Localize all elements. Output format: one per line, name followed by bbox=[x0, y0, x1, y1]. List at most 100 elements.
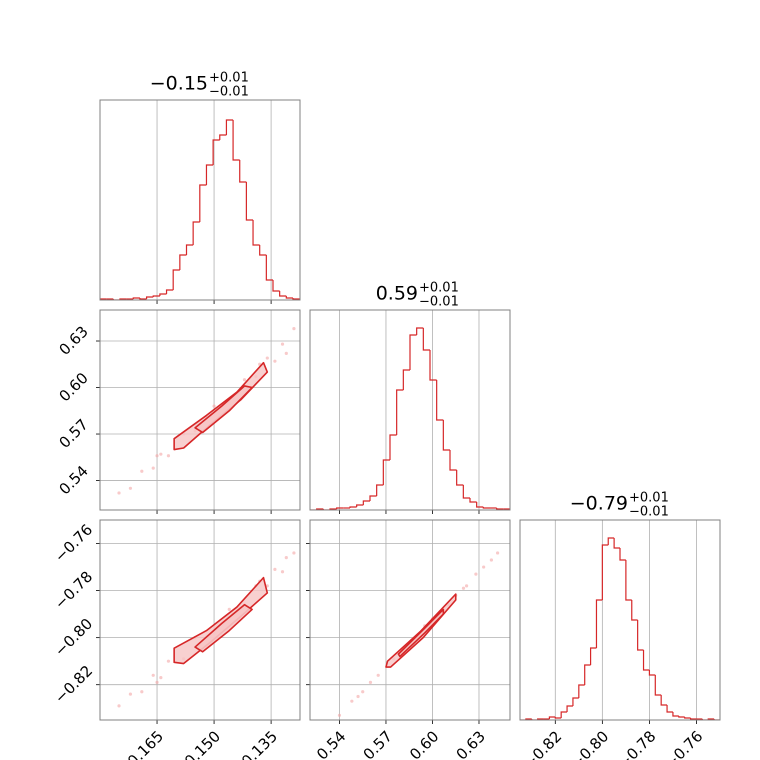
histogram-step bbox=[442, 420, 450, 451]
histogram-step bbox=[572, 697, 579, 706]
histogram-step bbox=[619, 548, 626, 561]
histogram-step bbox=[219, 134, 227, 140]
sample-point bbox=[212, 404, 216, 408]
histogram-step bbox=[456, 470, 464, 486]
histogram-step bbox=[356, 504, 364, 507]
histogram-step bbox=[578, 684, 585, 698]
panel: −0.165 −0.150 −0.135 −0.82−0.80−0.78−0.76 bbox=[51, 519, 301, 760]
sample-point bbox=[155, 680, 159, 684]
panel-frame bbox=[99, 519, 301, 721]
sample-point bbox=[128, 486, 133, 490]
histogram-step bbox=[554, 717, 562, 719]
sample-point bbox=[117, 704, 121, 708]
histogram-step bbox=[560, 711, 568, 718]
sample-point bbox=[140, 690, 144, 694]
sample-point bbox=[265, 356, 269, 360]
histogram-step bbox=[272, 280, 280, 292]
sample-point bbox=[461, 586, 466, 590]
histogram-step bbox=[503, 508, 510, 510]
panel-frame bbox=[309, 309, 511, 511]
x-tick-label: −0.80 bbox=[567, 727, 612, 760]
histogram-step bbox=[100, 298, 107, 300]
sample-point bbox=[280, 570, 285, 574]
histogram-step bbox=[192, 221, 200, 245]
histogram-step bbox=[376, 484, 384, 496]
contour bbox=[173, 576, 269, 665]
histogram-step bbox=[613, 538, 620, 549]
y-tick-label: 0.63 bbox=[55, 322, 91, 358]
sample-point bbox=[464, 584, 469, 588]
x-tick-label: 0.60 bbox=[406, 727, 442, 760]
histogram-step bbox=[265, 255, 274, 281]
histogram-step bbox=[631, 600, 638, 621]
panel-bg bbox=[100, 520, 300, 720]
sample-point bbox=[474, 572, 478, 576]
sample-point bbox=[140, 469, 144, 473]
y-tick-label: −0.82 bbox=[51, 662, 96, 707]
histogram-step bbox=[678, 716, 685, 718]
histogram-step bbox=[245, 182, 254, 221]
x-tick-label: 0.63 bbox=[453, 727, 489, 760]
panel: −0.15 +0.01−0.01 bbox=[99, 71, 301, 304]
histogram-step bbox=[225, 119, 234, 135]
x-tick-label: 0.54 bbox=[313, 727, 349, 760]
plot-area bbox=[100, 310, 300, 510]
histogram-step bbox=[625, 560, 632, 601]
plot-area bbox=[310, 520, 510, 720]
histogram-step bbox=[607, 537, 615, 545]
panel-bg bbox=[100, 310, 300, 510]
histogram-step bbox=[145, 296, 154, 299]
histogram-step bbox=[139, 298, 147, 300]
histogram-step bbox=[416, 327, 424, 335]
sample-point bbox=[361, 690, 365, 694]
histogram-step bbox=[349, 506, 357, 508]
sample-point bbox=[242, 378, 247, 382]
panel-frame bbox=[99, 99, 301, 301]
histogram-step bbox=[429, 350, 437, 381]
histogram-step bbox=[369, 495, 377, 501]
x-tick-label: −0.135 bbox=[229, 727, 281, 760]
sample-point bbox=[273, 359, 277, 363]
histogram-step bbox=[279, 291, 287, 297]
sample-point bbox=[159, 676, 163, 680]
histogram-step bbox=[389, 434, 397, 460]
sample-point bbox=[117, 491, 121, 495]
sample-point bbox=[356, 694, 360, 699]
histogram-step bbox=[531, 719, 538, 720]
histogram-step bbox=[252, 220, 260, 246]
sample-point bbox=[151, 673, 155, 677]
histogram-step bbox=[259, 245, 267, 256]
histogram-step bbox=[601, 544, 609, 600]
histogram-step bbox=[566, 705, 573, 712]
histogram-step bbox=[285, 296, 293, 299]
histogram-step bbox=[469, 498, 477, 503]
histogram-step bbox=[642, 650, 650, 671]
histogram-step bbox=[548, 716, 556, 719]
sample-point bbox=[227, 607, 231, 612]
histogram-step bbox=[701, 719, 709, 720]
histogram-step bbox=[232, 120, 240, 161]
contour bbox=[397, 608, 445, 658]
y-tick-label: −0.78 bbox=[51, 568, 96, 613]
histogram-step bbox=[648, 670, 656, 676]
histogram-step bbox=[402, 369, 410, 390]
histogram-step bbox=[112, 299, 120, 300]
sample-point bbox=[151, 466, 155, 470]
x-tick-label: −0.76 bbox=[661, 727, 706, 760]
histogram-step bbox=[496, 508, 504, 510]
histogram-step bbox=[654, 675, 662, 696]
sample-point bbox=[280, 342, 285, 346]
histogram-step bbox=[382, 459, 390, 485]
histogram-step bbox=[595, 599, 603, 648]
histogram-step bbox=[152, 295, 160, 297]
panel-bg bbox=[310, 520, 510, 720]
histogram-step bbox=[409, 334, 417, 370]
histogram-step bbox=[482, 507, 490, 509]
y-tick-label: −0.76 bbox=[51, 521, 96, 566]
histogram-step bbox=[179, 254, 187, 270]
plot-area bbox=[520, 520, 720, 720]
histogram-step bbox=[684, 717, 691, 719]
histogram-step bbox=[689, 718, 697, 720]
x-tick-label: 0.57 bbox=[360, 727, 396, 760]
histogram-step bbox=[159, 293, 167, 296]
